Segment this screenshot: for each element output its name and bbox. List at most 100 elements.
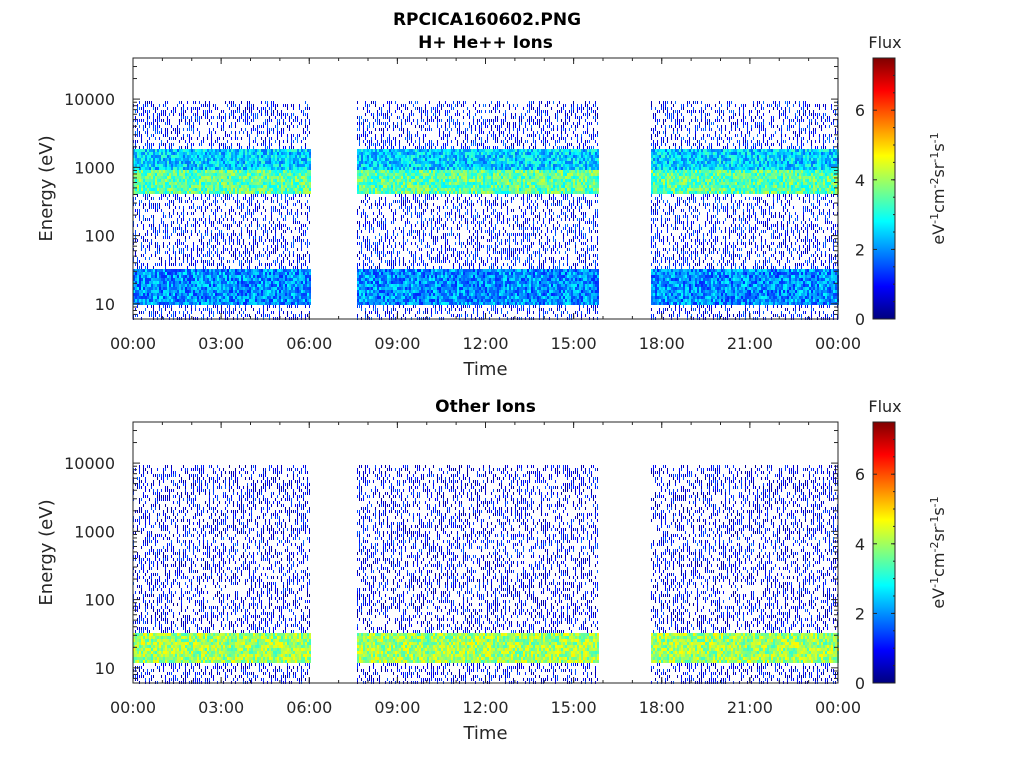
heatmap-cell bbox=[219, 284, 221, 287]
heatmap-cell bbox=[277, 131, 278, 134]
heatmap-cell bbox=[153, 104, 154, 107]
heatmap-cell bbox=[283, 299, 285, 302]
heatmap-cell bbox=[357, 122, 358, 125]
heatmap-cell bbox=[203, 140, 204, 143]
heatmap-cell bbox=[191, 152, 193, 155]
heatmap-cell bbox=[385, 188, 387, 191]
heatmap-cell bbox=[357, 173, 359, 176]
heatmap-cell bbox=[201, 104, 202, 107]
heatmap-cell bbox=[207, 290, 209, 293]
heatmap-cell bbox=[187, 230, 188, 233]
heatmap-cell bbox=[155, 284, 157, 287]
heatmap-cell bbox=[373, 170, 375, 173]
heatmap-cell bbox=[383, 170, 385, 173]
heatmap-cell bbox=[143, 110, 144, 113]
heatmap-cell bbox=[213, 305, 214, 308]
heatmap-cell bbox=[215, 197, 216, 200]
heatmap-cell bbox=[183, 212, 184, 215]
heatmap-cell bbox=[307, 128, 308, 131]
heatmap-cell bbox=[185, 185, 187, 188]
heatmap-cell bbox=[151, 158, 153, 161]
heatmap-cell bbox=[167, 287, 169, 290]
heatmap-cell bbox=[161, 221, 162, 224]
heatmap-cell bbox=[267, 176, 269, 179]
heatmap-cell bbox=[307, 245, 308, 248]
heatmap-cell bbox=[231, 104, 232, 107]
heatmap-cell bbox=[211, 110, 212, 113]
heatmap-cell bbox=[187, 281, 189, 284]
heatmap-cell bbox=[269, 173, 271, 176]
heatmap-cell bbox=[261, 287, 263, 290]
heatmap-cell bbox=[141, 302, 143, 305]
heatmap-cell bbox=[189, 293, 191, 296]
heatmap-cell bbox=[379, 266, 380, 269]
heatmap-cell bbox=[141, 140, 142, 143]
heatmap-cell bbox=[185, 239, 186, 242]
heatmap-cell bbox=[199, 107, 200, 110]
heatmap-cell bbox=[139, 107, 140, 110]
heatmap-cell bbox=[199, 269, 201, 272]
heatmap-cell bbox=[277, 278, 279, 281]
heatmap-cell bbox=[289, 290, 291, 293]
heatmap-cell bbox=[165, 179, 167, 182]
heatmap-cell bbox=[279, 155, 281, 158]
heatmap-cell bbox=[293, 149, 295, 152]
heatmap-cell bbox=[203, 278, 205, 281]
heatmap-cell bbox=[237, 200, 238, 203]
heatmap-cell bbox=[277, 125, 278, 128]
heatmap-cell bbox=[183, 128, 184, 131]
heatmap-cell bbox=[197, 281, 199, 284]
heatmap-cell bbox=[255, 140, 256, 143]
heatmap-cell bbox=[379, 185, 381, 188]
heatmap-cell bbox=[167, 107, 168, 110]
heatmap-cell bbox=[163, 293, 165, 296]
heatmap-cell bbox=[159, 251, 160, 254]
heatmap-cell bbox=[157, 281, 159, 284]
heatmap-cell bbox=[191, 146, 192, 149]
heatmap-cell bbox=[271, 143, 272, 146]
heatmap-cell bbox=[281, 245, 282, 248]
heatmap-cell bbox=[257, 290, 259, 293]
heatmap-cell bbox=[175, 194, 176, 197]
heatmap-cell bbox=[213, 236, 214, 239]
heatmap-cell bbox=[177, 164, 179, 167]
heatmap-cell bbox=[371, 131, 372, 134]
heatmap-cell bbox=[171, 278, 173, 281]
heatmap-cell bbox=[295, 167, 297, 170]
heatmap-cell bbox=[281, 170, 283, 173]
heatmap-cell bbox=[377, 122, 378, 125]
heatmap-cell bbox=[245, 260, 246, 263]
heatmap-cell bbox=[159, 302, 161, 305]
heatmap-cell bbox=[247, 314, 248, 317]
heatmap-cell bbox=[365, 224, 366, 227]
heatmap-cell bbox=[213, 188, 215, 191]
heatmap-cell bbox=[361, 167, 363, 170]
heatmap-cell bbox=[185, 164, 187, 167]
heatmap-cell bbox=[243, 119, 244, 122]
heatmap-cell bbox=[279, 119, 280, 122]
heatmap-cell bbox=[189, 296, 191, 299]
heatmap-cell bbox=[253, 128, 254, 131]
heatmap-cell bbox=[163, 152, 165, 155]
heatmap-cell bbox=[273, 248, 274, 251]
heatmap-cell bbox=[147, 188, 149, 191]
heatmap-cell bbox=[257, 176, 259, 179]
heatmap-cell bbox=[229, 173, 231, 176]
heatmap-cell bbox=[177, 242, 178, 245]
heatmap-cell bbox=[295, 155, 297, 158]
heatmap-cell bbox=[295, 275, 297, 278]
heatmap-cell bbox=[195, 158, 197, 161]
heatmap-cell bbox=[183, 188, 185, 191]
heatmap-cell bbox=[383, 290, 385, 293]
heatmap-cell bbox=[373, 263, 374, 266]
heatmap-cell bbox=[147, 218, 148, 221]
heatmap-cell bbox=[363, 263, 364, 266]
heatmap-cell bbox=[221, 161, 223, 164]
heatmap-cell bbox=[255, 296, 257, 299]
heatmap-cell bbox=[221, 269, 223, 272]
heatmap-cell bbox=[271, 206, 272, 209]
heatmap-cell bbox=[279, 311, 280, 314]
heatmap-cell bbox=[183, 164, 185, 167]
heatmap-cell bbox=[307, 275, 309, 278]
heatmap-cell bbox=[295, 137, 296, 140]
